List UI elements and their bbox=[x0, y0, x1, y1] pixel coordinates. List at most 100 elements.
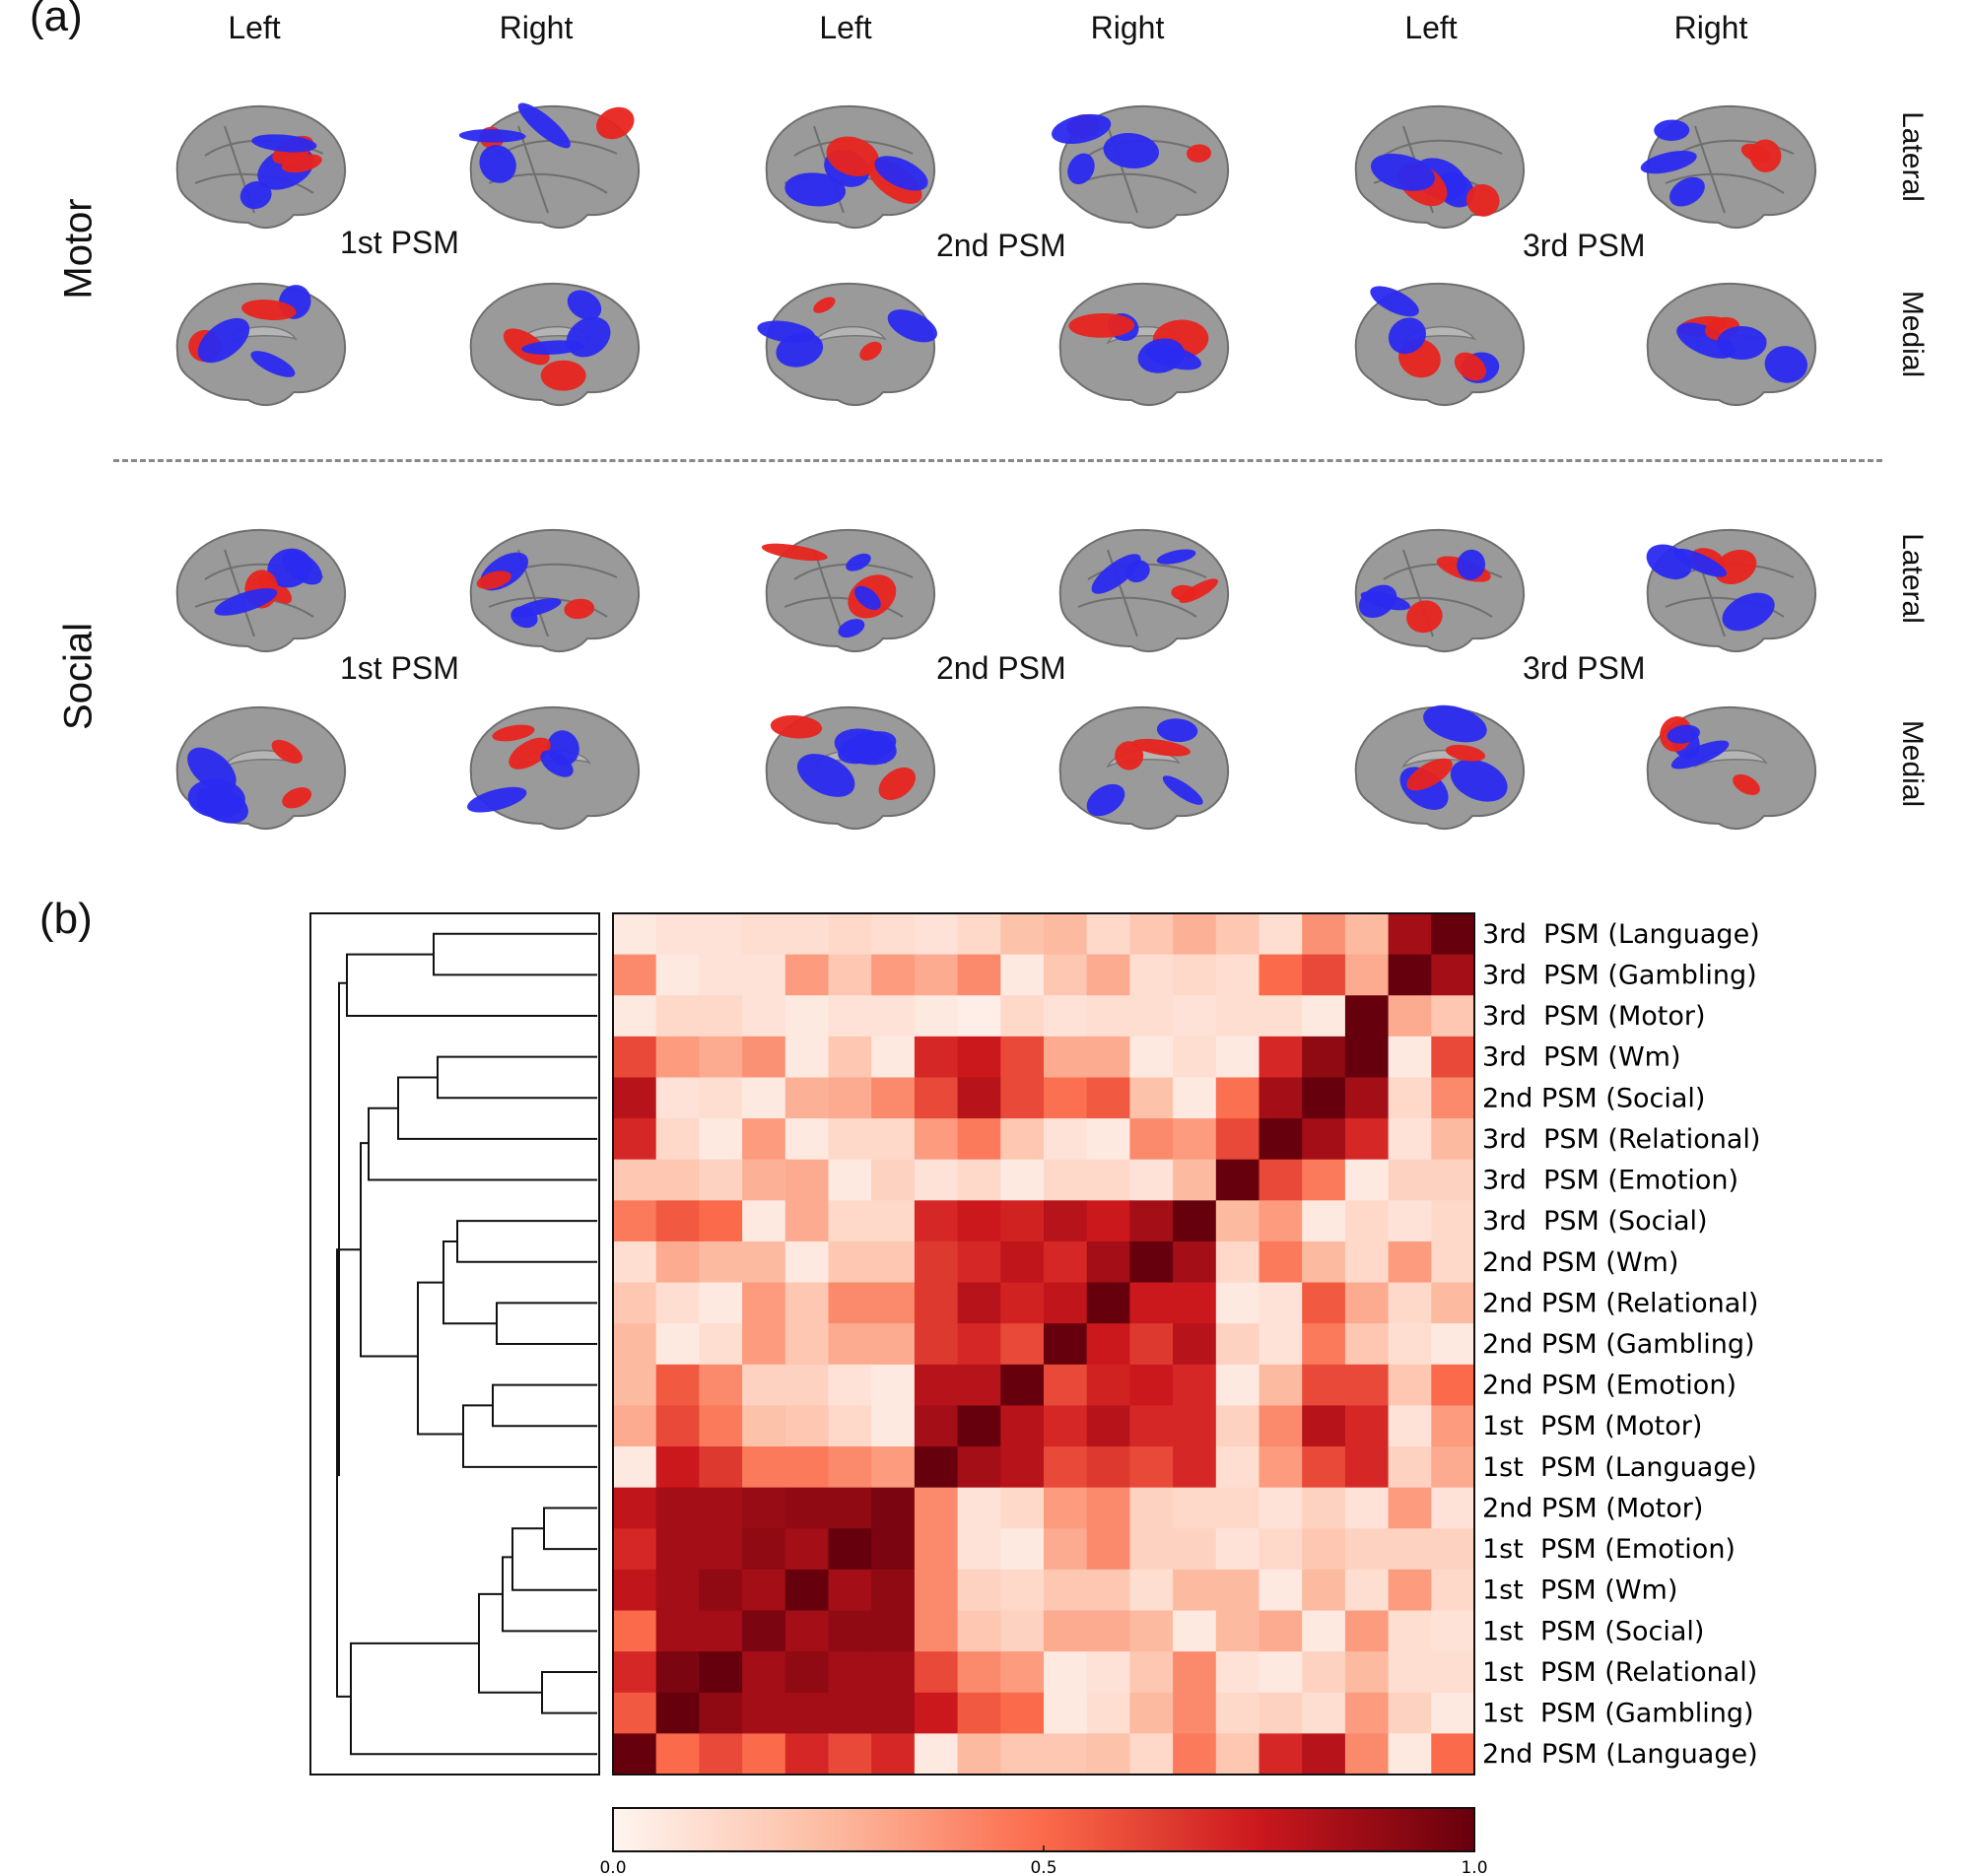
heatmap-cell bbox=[655, 1323, 700, 1366]
heatmap-cell bbox=[742, 954, 786, 996]
heatmap-cell bbox=[914, 1364, 959, 1407]
heatmap-cell bbox=[828, 1282, 872, 1324]
heatmap-cell bbox=[1431, 1446, 1475, 1489]
psm-label-social-3rd: 3rd PSM bbox=[1523, 650, 1646, 686]
heatmap-cell bbox=[655, 1077, 700, 1119]
heatmap-cell bbox=[957, 1446, 1001, 1489]
heatmap-cell bbox=[655, 1118, 700, 1161]
brain-surface-18 bbox=[1646, 528, 1817, 653]
heatmap-cell bbox=[1129, 1077, 1174, 1119]
heatmap-cell bbox=[655, 1733, 700, 1776]
heatmap-cell bbox=[742, 1610, 786, 1652]
heatmap-cell bbox=[1000, 1733, 1045, 1776]
heatmap-cell bbox=[655, 1159, 700, 1201]
heatmap-cell bbox=[828, 1487, 872, 1529]
heatmap-cell bbox=[957, 1323, 1001, 1366]
heatmap-cell bbox=[699, 1610, 743, 1652]
heatmap-cell bbox=[1259, 1364, 1303, 1407]
heatmap-cell bbox=[1215, 1528, 1260, 1571]
heatmap-cell bbox=[914, 1569, 959, 1612]
heatmap-row-label: 3rd PSM (Social) bbox=[1482, 1206, 1708, 1237]
heatmap-row-label: 2nd PSM (Wm) bbox=[1482, 1247, 1678, 1278]
heatmap-cell bbox=[1259, 1036, 1303, 1079]
heatmap-cell bbox=[655, 1240, 700, 1284]
heatmap-cell bbox=[1302, 1528, 1346, 1571]
heatmap-cell bbox=[1344, 1159, 1390, 1201]
heatmap-cell bbox=[784, 1364, 830, 1407]
heatmap-cell bbox=[1086, 995, 1130, 1038]
heatmap-cell bbox=[742, 1159, 786, 1201]
heatmap-cell bbox=[784, 1077, 830, 1119]
heatmap-cell bbox=[1215, 1569, 1260, 1612]
colorbar-tick-label: 1.0 bbox=[1461, 1858, 1487, 1876]
brain-surface-13 bbox=[175, 528, 347, 653]
heatmap-cell bbox=[1173, 1446, 1217, 1489]
heatmap-cell bbox=[1044, 1240, 1088, 1284]
heatmap-cell bbox=[1129, 1651, 1174, 1694]
heatmap-cell bbox=[1000, 1487, 1045, 1529]
heatmap-cell bbox=[1000, 1200, 1045, 1242]
heatmap-cell bbox=[1388, 1610, 1432, 1652]
heatmap-cell bbox=[1344, 1569, 1390, 1612]
heatmap-cell bbox=[1388, 1692, 1432, 1734]
heatmap-cell bbox=[914, 995, 959, 1038]
heatmap-cell bbox=[784, 1446, 830, 1489]
heatmap-cell bbox=[1344, 1528, 1390, 1571]
heatmap-cell bbox=[1086, 1282, 1130, 1324]
heatmap-cell bbox=[1431, 1405, 1475, 1447]
heatmap-row-label: 1st PSM (Wm) bbox=[1482, 1575, 1677, 1606]
heatmap-cell bbox=[742, 1077, 786, 1119]
heatmap-cell bbox=[1302, 1610, 1346, 1652]
heatmap-cell bbox=[1388, 1487, 1432, 1529]
heatmap-cell bbox=[828, 1200, 872, 1242]
dendrogram-link bbox=[397, 1076, 597, 1140]
heatmap-cell bbox=[1000, 995, 1045, 1038]
heatmap-cell bbox=[1000, 1118, 1045, 1161]
heatmap-cell bbox=[1259, 1487, 1303, 1529]
heatmap-cell bbox=[613, 1364, 657, 1407]
heatmap-cell bbox=[871, 1240, 916, 1284]
heatmap-cell bbox=[613, 1077, 657, 1119]
heatmap-cell bbox=[1129, 1118, 1174, 1161]
heatmap-cell bbox=[1431, 954, 1475, 996]
heatmap-cell bbox=[957, 1733, 1001, 1776]
brain-surface-8 bbox=[469, 282, 641, 407]
brain-surface-5 bbox=[1354, 104, 1526, 230]
view-label-medial-social: Medial bbox=[1896, 719, 1929, 808]
heatmap-cell bbox=[1344, 1446, 1390, 1489]
heatmap-cell bbox=[742, 1569, 786, 1612]
heatmap-cell bbox=[784, 1118, 830, 1161]
heatmap-cell bbox=[699, 1692, 743, 1734]
heatmap-cell bbox=[1129, 1569, 1174, 1612]
dendrogram-link bbox=[511, 1527, 597, 1591]
heatmap-row-label: 1st PSM (Emotion) bbox=[1482, 1534, 1736, 1565]
heatmap-cell bbox=[1086, 1036, 1130, 1079]
heatmap-cell bbox=[1344, 995, 1390, 1038]
heatmap-cell bbox=[742, 1323, 786, 1366]
heatmap-cell bbox=[828, 1159, 872, 1201]
heatmap-cell bbox=[1000, 1651, 1045, 1694]
heatmap-cell bbox=[1431, 1159, 1475, 1201]
heatmap-cell bbox=[1000, 1077, 1045, 1119]
heatmap-cell bbox=[1129, 995, 1174, 1038]
heatmap-cell bbox=[957, 1282, 1001, 1324]
heatmap-cell bbox=[1173, 1282, 1217, 1324]
heatmap-cell bbox=[1388, 1200, 1432, 1242]
heatmap-cell bbox=[828, 913, 872, 956]
heatmap-cell bbox=[1000, 1282, 1045, 1324]
heatmap-cell bbox=[1129, 1446, 1174, 1489]
heatmap-cell bbox=[1086, 1610, 1130, 1652]
heatmap-cell bbox=[1129, 1364, 1174, 1407]
heatmap-cell bbox=[828, 1692, 872, 1734]
dendrogram-link bbox=[417, 1281, 463, 1436]
heatmap-cell bbox=[1129, 1200, 1174, 1242]
heatmap-cell bbox=[1388, 995, 1432, 1038]
heatmap-cell bbox=[1086, 1651, 1130, 1694]
heatmap-cell bbox=[1044, 1405, 1088, 1447]
heatmap-cell bbox=[1173, 995, 1217, 1038]
heatmap-cell bbox=[1000, 1240, 1045, 1284]
heatmap-cell bbox=[699, 1405, 743, 1447]
heatmap-cell bbox=[1044, 1077, 1088, 1119]
heatmap-cell bbox=[1173, 1692, 1217, 1734]
heatmap-cell bbox=[784, 1323, 830, 1366]
